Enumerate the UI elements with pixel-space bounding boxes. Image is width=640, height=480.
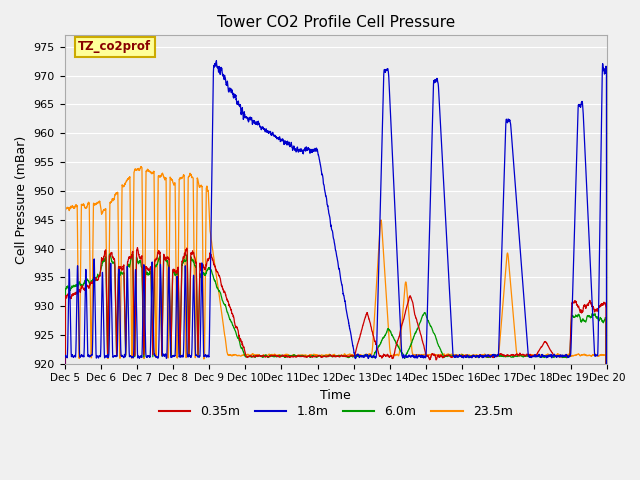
Title: Tower CO2 Profile Cell Pressure: Tower CO2 Profile Cell Pressure — [216, 15, 455, 30]
Text: TZ_co2prof: TZ_co2prof — [78, 40, 151, 53]
X-axis label: Time: Time — [320, 389, 351, 402]
Legend: 0.35m, 1.8m, 6.0m, 23.5m: 0.35m, 1.8m, 6.0m, 23.5m — [154, 400, 518, 423]
Y-axis label: Cell Pressure (mBar): Cell Pressure (mBar) — [15, 135, 28, 264]
